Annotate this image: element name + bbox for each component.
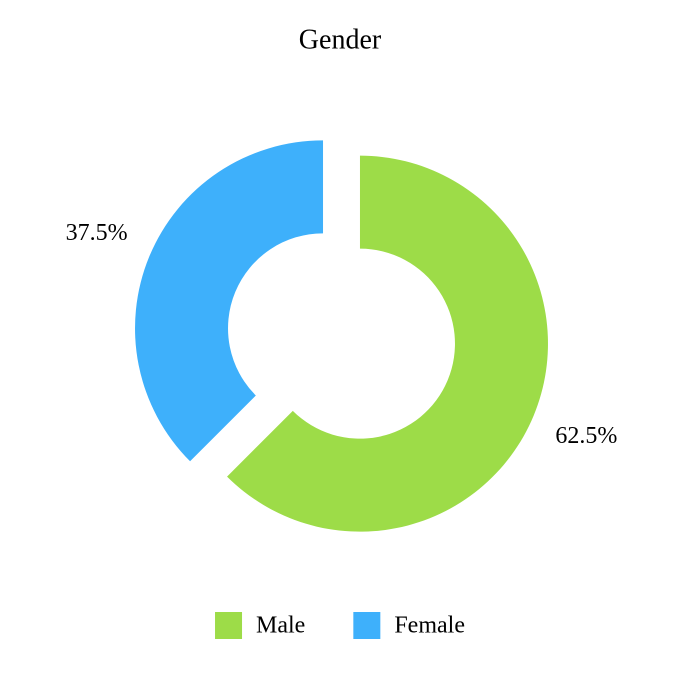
value-label: 37.5%: [66, 220, 128, 246]
slice: [135, 140, 324, 462]
slice: [227, 155, 548, 532]
legend-swatch: [215, 612, 243, 639]
legend-label: Female: [394, 613, 465, 639]
chart-title: Gender: [299, 24, 382, 55]
legend-label: Male: [256, 613, 305, 639]
value-label: 62.5%: [555, 423, 617, 449]
legend-swatch: [353, 612, 381, 639]
